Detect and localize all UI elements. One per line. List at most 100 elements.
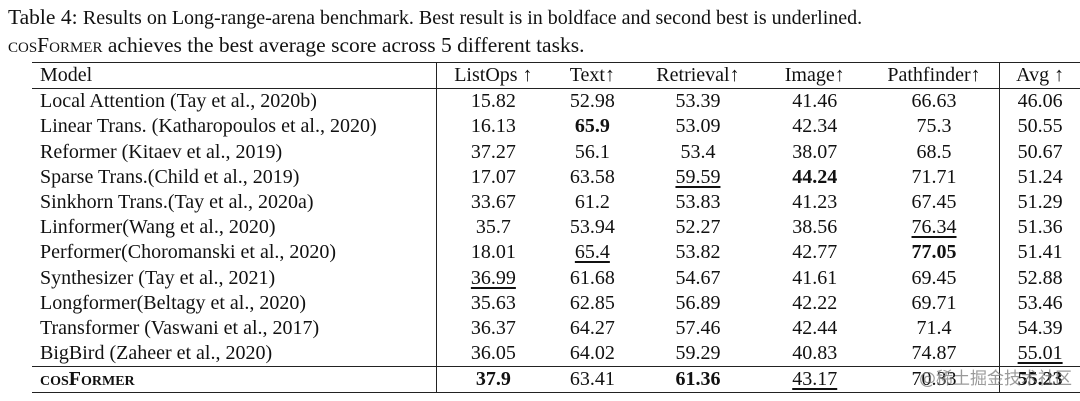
column-header: Model	[32, 61, 438, 90]
score: 67.45	[911, 191, 957, 214]
score-cell: 37.9	[436, 366, 550, 394]
score: 53.46	[1017, 291, 1063, 314]
score: 38.56	[792, 216, 838, 239]
score-cell: 68.5	[868, 139, 1001, 165]
score: 52.98	[569, 90, 615, 113]
score: 50.55	[1017, 115, 1063, 138]
score: 51.29	[1017, 191, 1063, 214]
score: 42.34	[792, 115, 838, 138]
score: 63.41	[569, 368, 615, 391]
score: 51.36	[1017, 216, 1063, 239]
score: 71.4	[916, 316, 952, 339]
score: 64.27	[569, 316, 615, 339]
score: 61.36	[675, 368, 721, 391]
score: 61.68	[569, 266, 615, 289]
model-name: Sinkhorn Trans.(Tay et al., 2020a)	[32, 189, 438, 216]
score: 53.94	[569, 216, 615, 239]
score: 55.23	[1017, 368, 1063, 391]
caption-model: cosFormer	[8, 33, 103, 57]
score-cell: 61.36	[635, 366, 761, 394]
column-header: Text↑	[549, 61, 636, 90]
column-header: Pathfinder↑	[868, 61, 1001, 90]
score-cell: 66.63	[868, 88, 1001, 115]
score: 56.89	[675, 291, 721, 314]
model-name: Longformer(Beltagy et al., 2020)	[32, 290, 438, 316]
model-name: Linformer(Wang et al., 2020)	[32, 215, 438, 241]
model-name: Reformer (Kitaev et al., 2019)	[32, 139, 438, 165]
score: 63.58	[569, 165, 615, 188]
score-cell: 74.87	[868, 341, 1001, 367]
score-cell: 36.99	[437, 266, 550, 291]
score: 53.09	[675, 115, 721, 138]
score: 65.9	[574, 115, 610, 138]
score-cell: 54.39	[1000, 316, 1080, 341]
score: 17.07	[470, 165, 516, 188]
score-cell: 67.45	[868, 189, 1001, 216]
score: 53.4	[680, 140, 716, 163]
column-header: Retrieval↑	[635, 61, 761, 90]
model-name: Synthesizer (Tay et al., 2021)	[32, 265, 438, 291]
score-cell: 42.34	[761, 114, 869, 139]
watermark: @稀土掘金技术社区	[919, 369, 1072, 389]
score-cell: 53.46	[1000, 291, 1080, 316]
column-header: ListOps ↑	[436, 61, 550, 90]
column-header: Avg ↑	[999, 61, 1080, 90]
score: 77.05	[911, 241, 957, 264]
score-cell: 64.27	[549, 316, 635, 341]
model-name: Linear Trans. (Katharopoulos et al., 202…	[32, 114, 438, 140]
table-row: Sparse Trans.(Child et al., 2019) 17.07 63…	[32, 164, 1080, 190]
score-cell: 61.68	[549, 266, 635, 291]
caption-label: Table 4:	[8, 5, 78, 29]
score-cell: 69.71	[868, 290, 1001, 316]
score-cell: 51.29	[1000, 190, 1080, 215]
score-cell: 77.05	[868, 240, 1001, 266]
score: 50.67	[1017, 140, 1063, 163]
score: 16.13	[470, 115, 516, 138]
table-row: Longformer(Beltagy et al., 2020) 35.63 62.…	[32, 290, 1080, 316]
score-cell: 69.45	[868, 265, 1001, 291]
table-row: Synthesizer (Tay et al., 2021) 36.99 61.68…	[32, 265, 1080, 291]
score: 40.83	[792, 342, 838, 365]
score-cell: 63.41	[549, 366, 636, 394]
score-cell: 76.34	[868, 215, 1001, 241]
score-cell: 63.58	[549, 165, 635, 190]
table-row: Sinkhorn Trans.(Tay et al., 2020a) 33.67 6…	[32, 189, 1080, 216]
score: 74.87	[911, 342, 957, 365]
score-cell: 56.89	[635, 291, 760, 316]
score-cell: 44.24	[761, 165, 869, 190]
score: 69.45	[911, 266, 957, 289]
score-cell: 42.22	[761, 291, 869, 316]
score-cell: 53.83	[635, 190, 760, 215]
caption: Table 4: Results on Long-range-arena ben…	[8, 4, 1074, 59]
score: 37.9	[475, 368, 511, 391]
table-row: Local Attention (Tay et al., 2020b) 15.82…	[32, 88, 1080, 115]
score: 61.2	[574, 191, 610, 214]
table-row: Linear Trans. (Katharopoulos et al., 202…	[32, 114, 1080, 140]
score-cell: 65.9	[549, 114, 635, 139]
score-cell: 51.36	[1000, 215, 1080, 240]
score: 59.59	[675, 165, 721, 188]
score-cell: 65.4	[549, 240, 635, 265]
score: 44.24	[792, 165, 838, 188]
score: 54.39	[1017, 316, 1063, 339]
score-cell: 41.23	[761, 190, 869, 215]
column-header: Image↑	[760, 61, 869, 90]
score: 62.85	[569, 291, 615, 314]
score: 41.61	[792, 266, 838, 289]
score: 36.37	[470, 316, 516, 339]
model-name: Local Attention (Tay et al., 2020b)	[32, 88, 438, 115]
score-cell: 35.63	[437, 291, 550, 316]
score-cell: 52.98	[549, 89, 635, 115]
score: 46.06	[1017, 90, 1063, 113]
score-cell: 35.7	[437, 215, 550, 240]
score-cell: 36.05	[437, 341, 550, 367]
score-cell: 51.24	[1000, 165, 1080, 190]
score-cell: 53.82	[635, 240, 760, 265]
score: 76.34	[911, 216, 957, 239]
score: 42.44	[792, 316, 838, 339]
table-row: Reformer (Kitaev et al., 2019) 37.27 56.1 5…	[32, 139, 1080, 165]
score: 18.01	[470, 241, 516, 264]
score: 65.4	[574, 241, 610, 264]
score: 53.39	[675, 90, 721, 113]
score: 36.99	[470, 266, 516, 289]
